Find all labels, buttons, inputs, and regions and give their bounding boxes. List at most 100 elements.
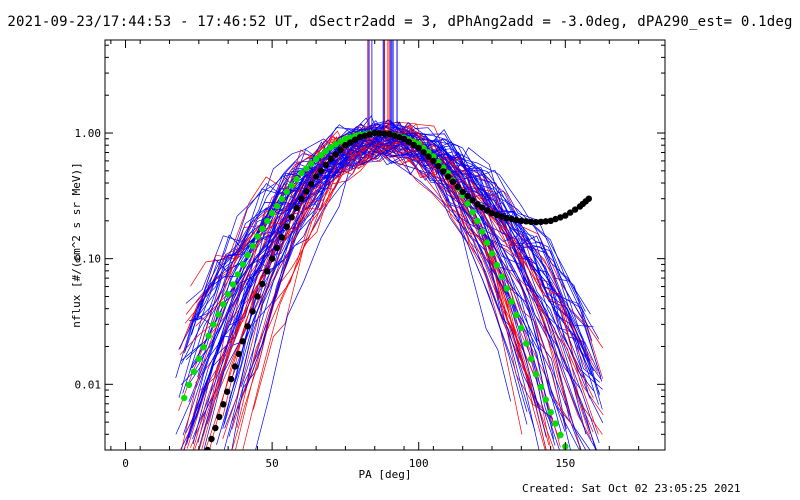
data-point bbox=[508, 215, 515, 223]
data-point bbox=[298, 195, 305, 202]
data-point bbox=[317, 167, 325, 174]
data-point bbox=[503, 215, 510, 222]
data-point bbox=[547, 409, 554, 416]
data-point bbox=[366, 131, 374, 138]
data-point bbox=[308, 180, 315, 188]
trace-line bbox=[181, 126, 574, 450]
data-point bbox=[264, 217, 271, 225]
data-point bbox=[498, 273, 505, 280]
trace-line bbox=[183, 142, 583, 450]
data-point bbox=[479, 204, 486, 211]
data-point bbox=[312, 155, 320, 163]
x-tick-label: 100 bbox=[409, 457, 429, 470]
data-point bbox=[571, 206, 579, 213]
data-point bbox=[212, 424, 219, 432]
data-point bbox=[347, 139, 354, 146]
trace-line bbox=[184, 130, 586, 354]
data-point bbox=[420, 149, 427, 156]
data-point bbox=[356, 133, 364, 141]
plot-axes: 0 50 100 150 0.01 0.10 1.00 PA [deg] nflux [#/(c… bbox=[70, 39, 666, 481]
data-point bbox=[523, 218, 530, 225]
data-point bbox=[317, 152, 325, 159]
data-point bbox=[562, 212, 569, 219]
data-point bbox=[273, 244, 281, 252]
data-point bbox=[479, 228, 486, 235]
data-point bbox=[322, 161, 330, 169]
data-point bbox=[493, 261, 501, 269]
data-point bbox=[259, 225, 266, 232]
data-point bbox=[303, 165, 310, 172]
trace-line bbox=[193, 115, 600, 396]
data-point bbox=[361, 132, 369, 139]
data-point bbox=[332, 151, 339, 158]
data-point bbox=[249, 308, 256, 315]
data-point bbox=[488, 250, 496, 257]
plot-frame bbox=[104, 39, 666, 451]
data-point bbox=[483, 207, 491, 214]
data-point bbox=[567, 209, 574, 216]
data-point bbox=[283, 188, 290, 196]
data-point bbox=[239, 261, 246, 268]
trace-line bbox=[228, 123, 547, 438]
data-point bbox=[435, 162, 442, 170]
trace-line bbox=[209, 129, 566, 450]
data-point bbox=[249, 242, 256, 249]
data-point bbox=[220, 401, 227, 408]
data-point bbox=[342, 135, 349, 142]
trace-line bbox=[242, 121, 524, 450]
data-point bbox=[464, 192, 471, 200]
data-point bbox=[337, 138, 344, 145]
data-point bbox=[337, 146, 344, 153]
data-point bbox=[430, 153, 437, 160]
data-point bbox=[508, 298, 515, 305]
x-tick-label: 150 bbox=[555, 457, 575, 470]
trace-line bbox=[192, 125, 580, 450]
data-point bbox=[227, 375, 235, 383]
data-point bbox=[523, 340, 530, 347]
data-point bbox=[264, 268, 271, 275]
y-axis-label: nflux [#/(cm^2 s sr MeV)] bbox=[70, 162, 83, 328]
data-point bbox=[322, 148, 330, 155]
data-point bbox=[216, 413, 223, 421]
data-point bbox=[332, 141, 339, 148]
data-point bbox=[231, 363, 239, 370]
chart-title: 2021-09-23/17:44:53 - 17:46:52 UT, dSect… bbox=[7, 14, 793, 30]
data-point bbox=[498, 213, 505, 220]
data-point bbox=[244, 251, 251, 259]
data-point bbox=[259, 280, 266, 288]
trace-line bbox=[202, 128, 560, 450]
data-point bbox=[181, 394, 188, 402]
data-point bbox=[298, 169, 305, 177]
data-point bbox=[278, 234, 286, 241]
data-point bbox=[444, 173, 452, 180]
data-point bbox=[254, 293, 261, 300]
trace-line bbox=[180, 140, 566, 450]
data-point bbox=[303, 188, 310, 195]
data-point bbox=[347, 134, 354, 141]
data-point bbox=[518, 217, 525, 224]
data-point bbox=[532, 219, 540, 226]
data-point bbox=[200, 344, 207, 351]
data-point bbox=[488, 210, 496, 217]
trace-line bbox=[196, 119, 589, 362]
data-point bbox=[449, 178, 457, 185]
data-point bbox=[293, 204, 300, 212]
data-point bbox=[532, 371, 540, 378]
data-point bbox=[220, 301, 227, 308]
data-point bbox=[312, 173, 320, 180]
x-axis-label: PA [deg] bbox=[359, 468, 412, 481]
data-point bbox=[527, 218, 535, 225]
data-point bbox=[405, 138, 413, 145]
data-point bbox=[386, 130, 393, 138]
trace-line bbox=[186, 131, 599, 449]
trace-line bbox=[188, 120, 596, 382]
data-point bbox=[552, 420, 559, 427]
data-point bbox=[278, 195, 286, 203]
data-point bbox=[469, 197, 476, 204]
data-point bbox=[557, 214, 564, 221]
x-tick-label: 50 bbox=[265, 457, 278, 470]
x-tick-label: 0 bbox=[122, 457, 129, 470]
data-point bbox=[430, 157, 437, 165]
data-point bbox=[376, 130, 383, 137]
data-point bbox=[224, 388, 231, 395]
